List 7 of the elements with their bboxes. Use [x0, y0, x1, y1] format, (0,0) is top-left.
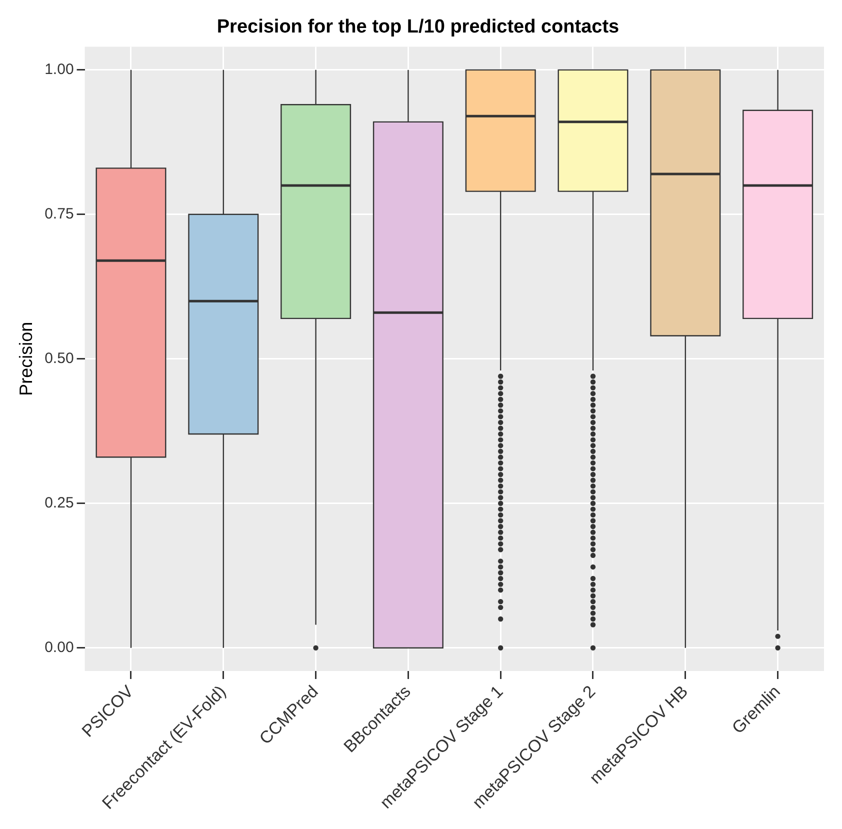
y-tick-label: 0.25 — [44, 494, 74, 512]
chart-title: Precision for the top L/10 predicted contacts — [216, 16, 620, 38]
y-tick-label: 0.75 — [44, 206, 74, 223]
y-axis-title: Precision — [16, 322, 36, 396]
y-tick-label: 1.00 — [44, 61, 74, 78]
y-tick-label: 0.50 — [44, 350, 74, 368]
y-tick-label: 0.00 — [44, 639, 74, 656]
